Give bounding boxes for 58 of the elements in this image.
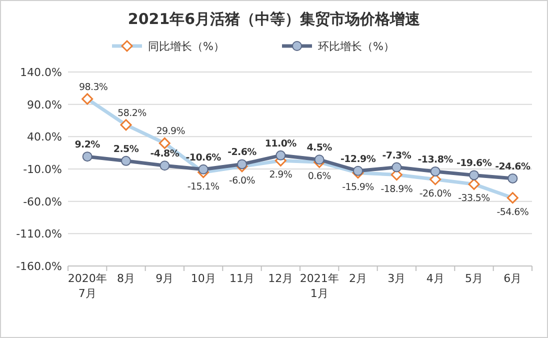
x-tick-label: 4月 [426,272,444,285]
x-tick-label: 5月 [465,272,483,285]
x-tick-label: 11月 [230,272,254,285]
x-tick-label: 9月 [156,272,174,285]
data-label: -19.6% [456,158,492,170]
point [508,173,518,184]
data-label: -54.6% [496,206,529,218]
x-tick-label: 3月 [388,272,406,285]
data-label: 0.6% [308,171,332,182]
data-label: -15.1% [187,181,220,192]
data-label: -33.5% [458,193,490,204]
x-tick-label: 6月 [504,272,522,285]
data-label: 2.5% [113,144,140,155]
data-label: 2.9% [269,170,292,181]
data-label: 29.9% [156,126,186,138]
point [276,150,286,160]
x-tick-label: 10月 [190,272,216,285]
point [353,166,363,176]
y-tick-label: 90.0% [27,98,62,112]
point [392,162,402,172]
x-tick-label: 2021年 1月 [300,272,339,300]
data-label: -4.8% [150,148,180,160]
point [198,164,208,174]
data-label: -24.6% [495,161,531,172]
y-tick-label: -110.0% [16,228,62,241]
data-label: -12.9% [340,154,376,165]
y-tick-label: -10.0% [23,163,62,176]
x-tick-label: 8月 [117,272,135,285]
x-tick-label: 2月 [349,272,367,285]
data-label: 11.0% [264,138,298,150]
point [82,152,92,162]
point [237,159,247,170]
data-label: -18.9% [380,184,413,195]
y-tick-label: 40.0% [27,130,62,144]
y-tick-label: 140.0% [20,66,62,79]
chart-title: 2021年6月活猪（中等）集贸市场价格增速 [128,10,422,28]
x-tick-label: 12月 [268,272,294,285]
data-label: -26.0% [419,188,452,200]
point [430,166,440,176]
x-tick-label: 2020年 7月 [68,272,107,300]
y-tick-label: -160.0% [16,260,62,273]
data-label: 58.2% [118,108,147,119]
point [314,154,324,165]
legend-label: 环比增长（%） [318,40,394,53]
data-label: -13.8% [418,154,454,166]
point [469,170,479,180]
data-label: 4.5% [306,142,333,154]
data-label: -6.0% [228,175,256,186]
legend-label: 同比增长（%） [148,40,224,53]
point [121,156,131,166]
data-label: -15.9% [342,182,374,193]
point [160,160,170,171]
data-label: 98.3% [78,82,108,93]
data-label: -2.6% [228,147,258,158]
data-label: 9.2% [74,140,101,151]
y-tick-label: -60.0% [23,195,62,208]
data-label: -7.3% [382,150,412,162]
data-label: -10.6% [186,152,222,164]
